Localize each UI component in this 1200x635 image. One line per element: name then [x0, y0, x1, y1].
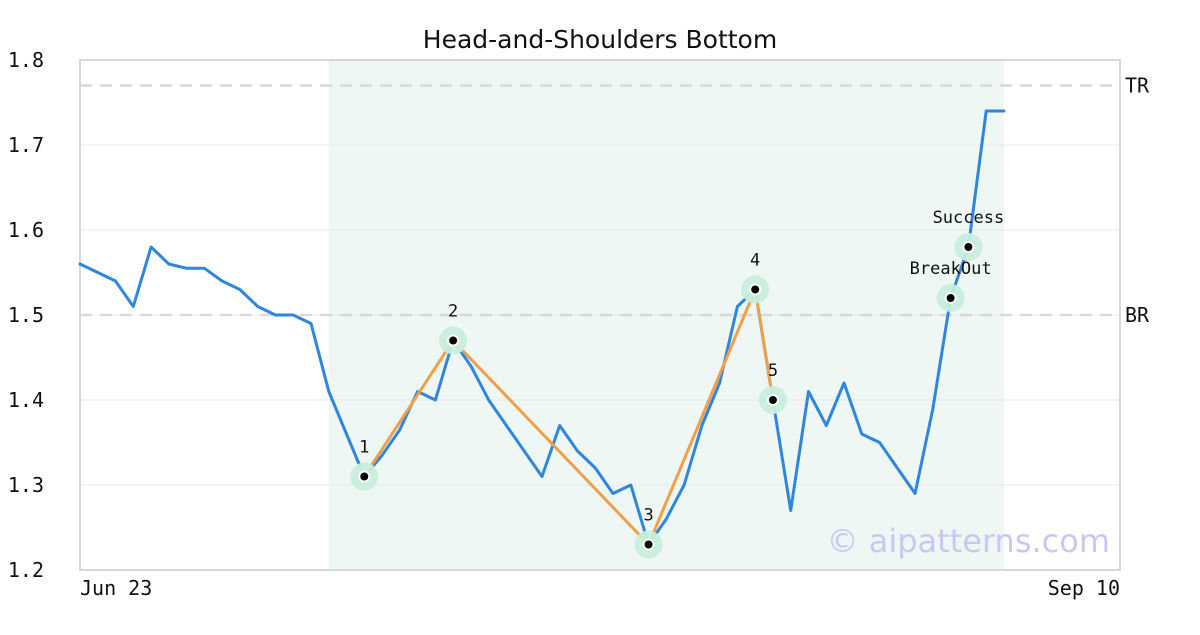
watermark: © aipatterns.com — [827, 522, 1110, 560]
price-series-line — [78, 109, 1006, 546]
chart-title: Head-and-Shoulders Bottom — [423, 25, 777, 54]
point-label: 1 — [359, 438, 369, 458]
x-tick-label: Jun 23 — [80, 576, 152, 600]
point-marker — [449, 336, 458, 345]
point-marker — [946, 294, 955, 302]
reference-label-tr: TR — [1125, 74, 1150, 98]
point-marker — [751, 285, 760, 294]
y-tick-label: 1.4 — [8, 388, 44, 412]
point-label: 2 — [448, 302, 458, 322]
reference-label-br: BR — [1125, 303, 1150, 327]
y-tick-label: 1.2 — [8, 558, 44, 582]
x-tick-label: Sep 10 — [1048, 576, 1120, 600]
point-label: BreakOut — [910, 259, 992, 279]
y-tick-label: 1.3 — [8, 473, 44, 497]
y-tick-label: 1.7 — [8, 133, 44, 157]
series-group — [78, 109, 1006, 546]
y-tick-label: 1.5 — [8, 303, 44, 327]
point-label: 4 — [750, 251, 760, 271]
point-label: Success — [933, 208, 1005, 228]
point-label: 5 — [768, 361, 778, 381]
y-axis-ticks: 1.2 1.3 1.4 1.5 1.6 1.7 1.8 — [8, 48, 44, 582]
pattern-points: 1 2 3 4 5 BreakOut Success — [350, 208, 1004, 559]
plot-frame — [79, 59, 1121, 571]
x-axis-ticks: Jun 23 Sep 10 — [80, 576, 1120, 600]
point-marker — [768, 396, 777, 404]
point-marker — [964, 243, 973, 251]
y-tick-label: 1.6 — [8, 218, 44, 242]
point-marker — [644, 540, 653, 549]
y-tick-label: 1.8 — [8, 48, 44, 72]
point-marker — [360, 472, 369, 481]
point-label: 3 — [643, 506, 653, 526]
